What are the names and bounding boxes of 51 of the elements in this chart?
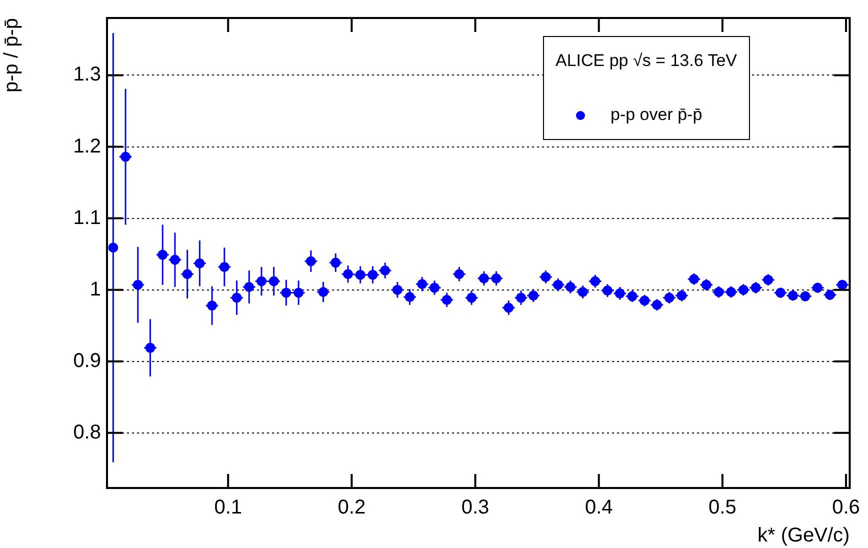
- point: [466, 292, 477, 303]
- point: [306, 256, 316, 266]
- point: [145, 342, 156, 353]
- point: [182, 269, 192, 280]
- legend-label: p-p over p̄-p̄: [610, 105, 702, 125]
- point: [837, 280, 848, 290]
- point: [318, 286, 328, 297]
- point: [120, 152, 131, 162]
- point: [454, 269, 464, 280]
- point: [132, 280, 143, 290]
- x-tick-label: 0.3: [461, 496, 490, 519]
- y-axis-title: p-p / p̄-p̄: [0, 18, 23, 92]
- x-tick-label: 0.6: [832, 496, 860, 519]
- y-tick-label: 0.8: [73, 421, 101, 444]
- y-tick-label: 1.2: [73, 135, 101, 158]
- x-tick-label: 0.1: [214, 496, 242, 519]
- point: [244, 282, 254, 292]
- x-axis-title: k* (GeV/c): [757, 524, 850, 547]
- point: [219, 262, 230, 272]
- y-tick-label: 1: [90, 278, 101, 300]
- point: [330, 258, 341, 268]
- point: [442, 294, 452, 305]
- point: [652, 300, 662, 310]
- point: [689, 274, 700, 284]
- point: [108, 242, 118, 253]
- point: [380, 266, 390, 276]
- point: [158, 250, 168, 260]
- point: [540, 272, 551, 282]
- point: [763, 274, 774, 285]
- point: [392, 284, 402, 295]
- point: [170, 254, 180, 265]
- x-tick-label: 0.5: [708, 496, 736, 519]
- point: [232, 292, 242, 303]
- point: [578, 286, 588, 297]
- legend-title: ALICE pp √s = 13.6 TeV: [556, 51, 737, 71]
- y-tick-label: 1.1: [73, 206, 101, 229]
- point: [194, 258, 205, 268]
- point: [417, 279, 428, 290]
- point: [812, 282, 823, 293]
- point: [701, 280, 712, 290]
- y-tick-label: 1.3: [73, 64, 101, 86]
- point: [640, 296, 650, 306]
- point: [824, 290, 835, 300]
- x-tick-label: 0.4: [584, 496, 613, 519]
- point: [590, 276, 600, 286]
- point: [207, 300, 218, 311]
- x-tick-label: 0.2: [338, 496, 366, 519]
- point: [404, 292, 415, 302]
- point: [504, 302, 514, 313]
- y-tick-label: 0.9: [73, 350, 101, 372]
- point: [429, 282, 440, 293]
